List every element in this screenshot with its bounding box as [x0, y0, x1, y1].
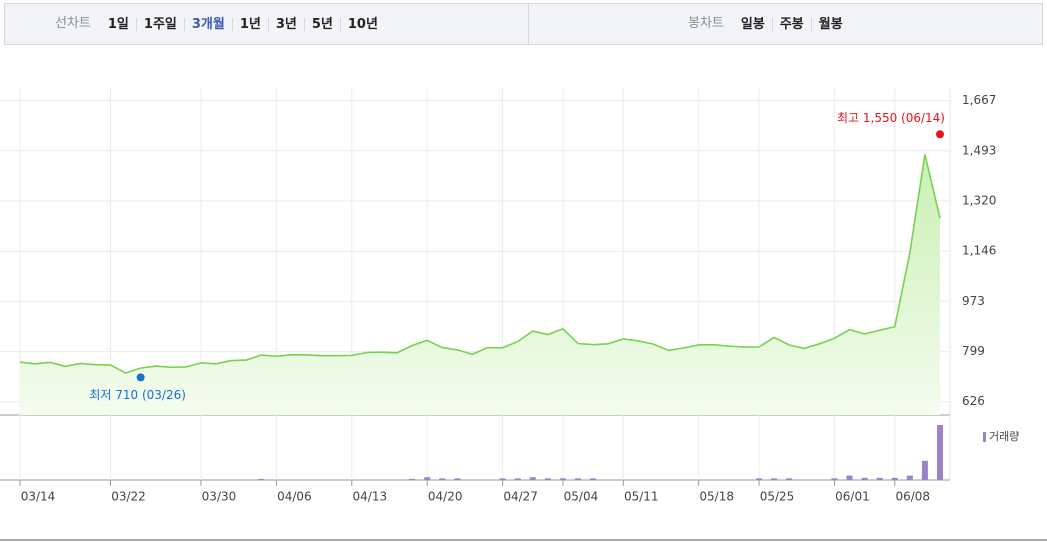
volume-bar [529, 477, 536, 480]
volume-bar [559, 478, 566, 480]
tab[interactable]: 1일 [107, 16, 129, 32]
legend-swatch [983, 432, 986, 442]
x-tick-label: 03/14 [21, 490, 56, 504]
x-tick-label: 04/27 [503, 490, 538, 504]
volume-bar [258, 478, 265, 480]
volume-bar [876, 477, 883, 480]
annotation-marker [936, 130, 944, 139]
line-chart-tabs: 선차트 1일 1주일 3개월 1년 3년 5년 10년 [55, 4, 385, 44]
annotation-marker [136, 373, 145, 382]
volume-bar [454, 478, 461, 480]
x-tick-label: 05/18 [699, 490, 734, 504]
volume-bar [409, 478, 416, 480]
x-tick-label: 05/04 [564, 490, 599, 504]
line [19, 154, 941, 374]
tab[interactable]: 주봉 [771, 17, 811, 31]
volume-bar [514, 478, 521, 480]
candle-chart-tabs: 봉차트 일봉 주봉 월봉 [688, 4, 850, 44]
x-tick-label: 05/11 [624, 490, 659, 504]
tab[interactable]: 10년 [339, 17, 385, 31]
volume-bar [937, 425, 943, 480]
tab-group-label: 선차트 [55, 16, 91, 31]
y-tick-label: 1,146 [962, 244, 996, 258]
tab-group-label: 봉차트 [688, 16, 724, 31]
volume-bar [921, 460, 928, 480]
volume-bar [575, 478, 582, 480]
x-tick-label: 04/13 [353, 490, 388, 504]
area [20, 154, 940, 415]
y-tick-label: 1,493 [962, 143, 996, 157]
volume-bar [499, 478, 506, 480]
tab-bar: 선차트 1일 1주일 3개월 1년 3년 5년 10년 봉차트 일봉 주봉 월봉 [4, 3, 1043, 45]
volume-bar [831, 478, 838, 480]
volume-bar [424, 477, 431, 480]
volume-bar [544, 478, 551, 480]
tab[interactable]: 3개월 [183, 17, 232, 31]
y-tick-label: 1,320 [962, 193, 996, 207]
tab[interactable]: 1년 [231, 17, 268, 31]
y-tick-label: 626 [962, 394, 985, 408]
legend-label: 거래량 [989, 430, 1019, 443]
tab[interactable]: 5년 [303, 17, 340, 31]
tab[interactable]: 3년 [267, 17, 304, 31]
x-tick-label: 06/08 [895, 490, 930, 504]
tab[interactable]: 일봉 [740, 16, 765, 32]
x-tick-label: 06/01 [835, 490, 870, 504]
annotation-label: 최고 1,550 (06/14) [837, 111, 945, 125]
annotation-label: 최저 710 (03/26) [89, 388, 186, 402]
x-tick-label: 03/22 [111, 490, 146, 504]
x-tick-label: 04/20 [428, 490, 463, 504]
x-tick-label: 03/30 [202, 490, 237, 504]
x-tick-label: 04/06 [277, 490, 312, 504]
volume-bar [906, 475, 913, 480]
volume-bar [891, 477, 898, 480]
tab[interactable]: 월봉 [810, 17, 850, 31]
y-tick-label: 973 [962, 294, 985, 308]
x-tick-label: 05/25 [760, 490, 795, 504]
volume-bar [590, 478, 597, 480]
volume-bar [756, 478, 763, 480]
y-tick-label: 799 [962, 344, 985, 358]
y-tick-label: 1,667 [962, 93, 996, 107]
volume-bar [771, 478, 778, 480]
volume-bar [786, 478, 793, 480]
volume-bar [439, 478, 446, 480]
tab[interactable]: 1주일 [135, 17, 184, 31]
volume-bar [861, 477, 868, 480]
volume-bar [846, 475, 853, 480]
